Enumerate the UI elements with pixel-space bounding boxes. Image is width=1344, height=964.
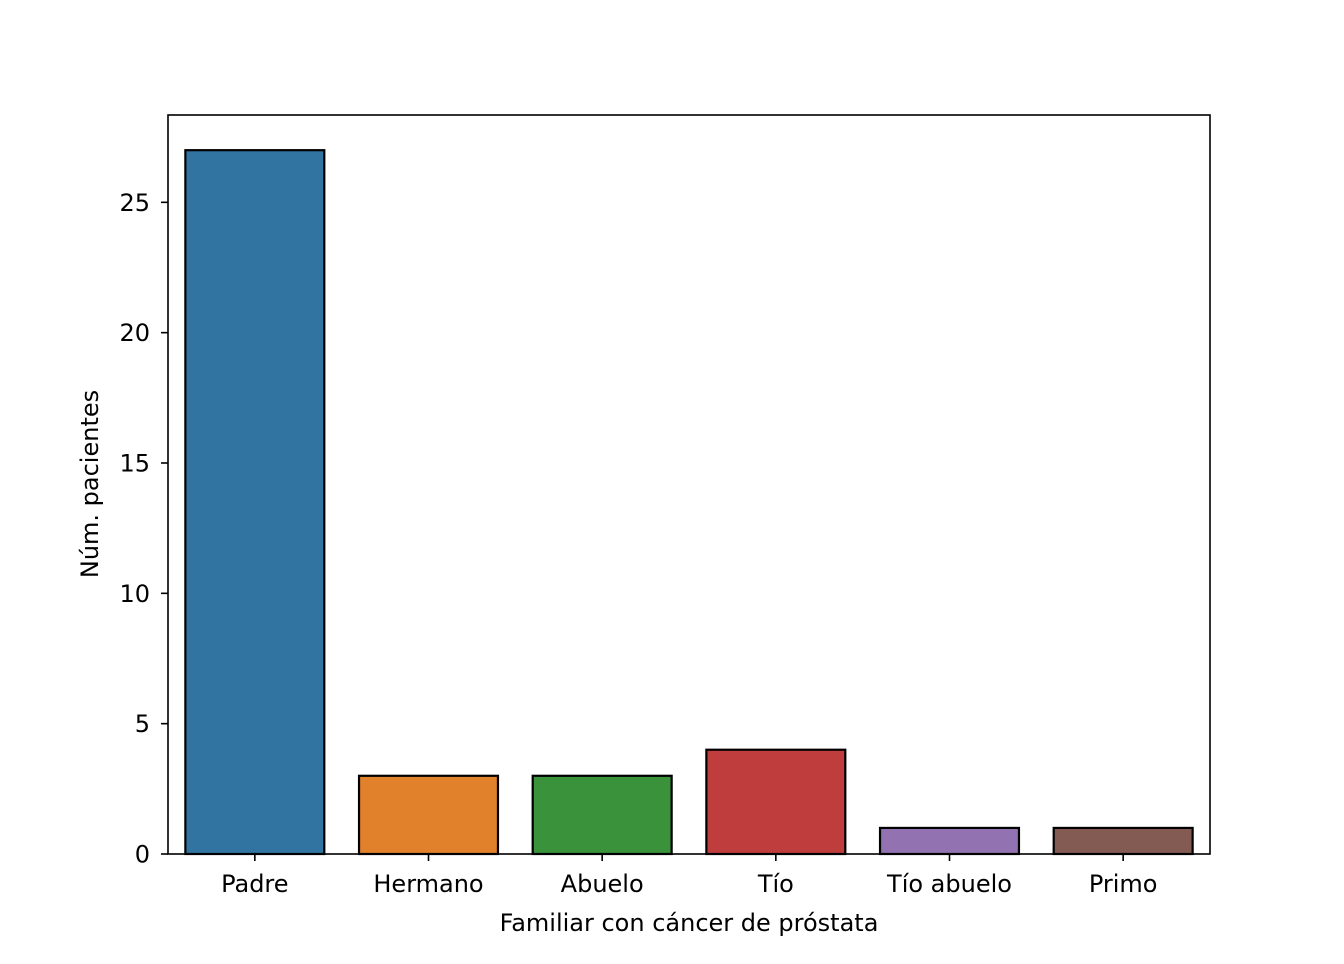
x-axis-label: Familiar con cáncer de próstata: [500, 909, 879, 937]
bar-padre: [184, 149, 326, 856]
y-tick-label: 5: [135, 710, 150, 738]
axis-layer: Padre Hermano Abuelo Tío Tío abuelo Primo 0 5 10…: [119, 189, 1157, 898]
x-tick-label: Hermano: [373, 870, 483, 898]
y-axis-label: Núm. pacientes: [76, 390, 104, 578]
x-tick-label: Tío: [757, 870, 794, 898]
x-tick-label: Abuelo: [561, 870, 644, 898]
plot-frame: [167, 114, 1211, 855]
x-tick-label: Tío abuelo: [886, 870, 1012, 898]
x-tick-label: Primo: [1089, 870, 1158, 898]
bar-primo: [1052, 826, 1194, 856]
bar-tio-abuelo: [878, 826, 1021, 856]
y-tick-label: 20: [119, 319, 150, 347]
y-tick-label: 15: [119, 449, 150, 477]
y-tick-label: 25: [119, 189, 150, 217]
x-tick-label: Padre: [221, 870, 288, 898]
y-tick-label: 0: [135, 841, 150, 869]
bars-layer: [184, 149, 1194, 856]
bar-tio: [705, 748, 847, 856]
bar-hermano: [357, 774, 500, 856]
y-tick-label: 10: [119, 580, 150, 608]
bar-abuelo: [531, 774, 673, 856]
